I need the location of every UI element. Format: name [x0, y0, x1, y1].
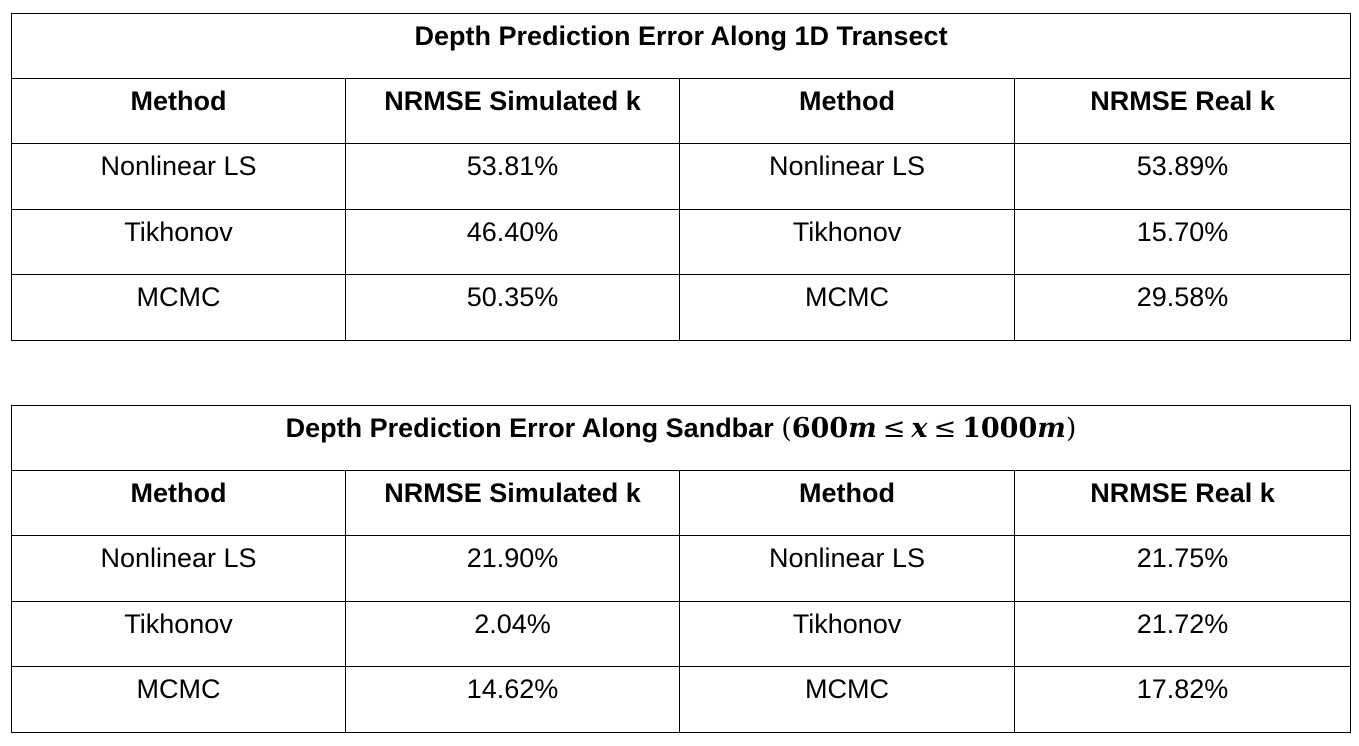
formula-upper-bound: 1000 — [962, 413, 1038, 444]
table-title: Depth Prediction Error Along 1D Transect — [10, 13, 1352, 79]
method-cell: Nonlinear LS — [11, 535, 346, 602]
method-cell: Nonlinear LS — [679, 143, 1015, 210]
sandbar-error-table: Depth Prediction Error Along Sandbar (60… — [10, 405, 1352, 733]
method-cell: Tikhonov — [679, 209, 1015, 275]
table-header-row: Method NRMSE Simulated k Method NRMSE Re… — [11, 470, 1352, 536]
table-title-text: Depth Prediction Error Along Sandbar — [285, 413, 774, 443]
nrmse-simulated-cell: 46.40% — [345, 209, 680, 275]
column-header-method: Method — [679, 470, 1015, 536]
table-header-row: Method NRMSE Simulated k Method NRMSE Re… — [11, 78, 1352, 144]
column-header-nrmse-real: NRMSE Real k — [1013, 78, 1352, 144]
nrmse-simulated-cell: 14.62% — [345, 666, 680, 733]
formula-open-paren: ( — [781, 413, 792, 444]
table-row: Tikhonov 2.04% Tikhonov 21.72% — [11, 601, 1352, 667]
formula-lower-unit: m — [848, 413, 877, 444]
method-cell: MCMC — [679, 666, 1015, 733]
method-cell: Tikhonov — [11, 209, 346, 275]
table-title-row: Depth Prediction Error Along Sandbar (60… — [10, 405, 1352, 471]
nrmse-simulated-cell: 2.04% — [345, 601, 680, 667]
nrmse-simulated-cell: 21.90% — [345, 535, 680, 602]
transect-error-table: Depth Prediction Error Along 1D Transect… — [10, 13, 1352, 341]
nrmse-simulated-cell: 50.35% — [345, 274, 680, 341]
nrmse-real-cell: 21.72% — [1013, 601, 1352, 667]
formula-upper-unit: m — [1037, 413, 1066, 444]
nrmse-real-cell: 53.89% — [1013, 143, 1352, 210]
method-cell: Nonlinear LS — [679, 535, 1015, 602]
nrmse-real-cell: 17.82% — [1013, 666, 1352, 733]
table-row: MCMC 50.35% MCMC 29.58% — [11, 274, 1352, 341]
method-cell: MCMC — [11, 666, 346, 733]
column-header-method: Method — [11, 470, 346, 536]
column-header-nrmse-simulated: NRMSE Simulated k — [345, 78, 680, 144]
formula-close-paren: ) — [1065, 413, 1077, 444]
nrmse-simulated-cell: 53.81% — [345, 143, 680, 210]
method-cell: Tikhonov — [11, 601, 346, 667]
table-title: Depth Prediction Error Along Sandbar (60… — [10, 405, 1352, 471]
table-row: Nonlinear LS 21.90% Nonlinear LS 21.75% — [11, 535, 1352, 602]
formula-relation: ≤ — [933, 413, 957, 444]
column-header-method: Method — [679, 78, 1015, 144]
column-header-method: Method — [11, 78, 346, 144]
nrmse-real-cell: 15.70% — [1013, 209, 1352, 275]
column-header-nrmse-simulated: NRMSE Simulated k — [345, 470, 680, 536]
table-title-row: Depth Prediction Error Along 1D Transect — [10, 13, 1352, 79]
column-header-nrmse-real: NRMSE Real k — [1013, 470, 1352, 536]
table-row: MCMC 14.62% MCMC 17.82% — [11, 666, 1352, 733]
table-row: Nonlinear LS 53.81% Nonlinear LS 53.89% — [11, 143, 1352, 210]
formula-relation: ≤ — [882, 413, 906, 444]
table-row: Tikhonov 46.40% Tikhonov 15.70% — [11, 209, 1352, 275]
method-cell: Nonlinear LS — [11, 143, 346, 210]
method-cell: MCMC — [679, 274, 1015, 341]
method-cell: Tikhonov — [679, 601, 1015, 667]
method-cell: MCMC — [11, 274, 346, 341]
formula-lower-bound: 600 — [791, 413, 849, 444]
nrmse-real-cell: 21.75% — [1013, 535, 1352, 602]
formula-variable: x — [911, 413, 928, 444]
range-formula: 600m ≤ x ≤1000m — [792, 413, 1066, 444]
nrmse-real-cell: 29.58% — [1013, 274, 1352, 341]
